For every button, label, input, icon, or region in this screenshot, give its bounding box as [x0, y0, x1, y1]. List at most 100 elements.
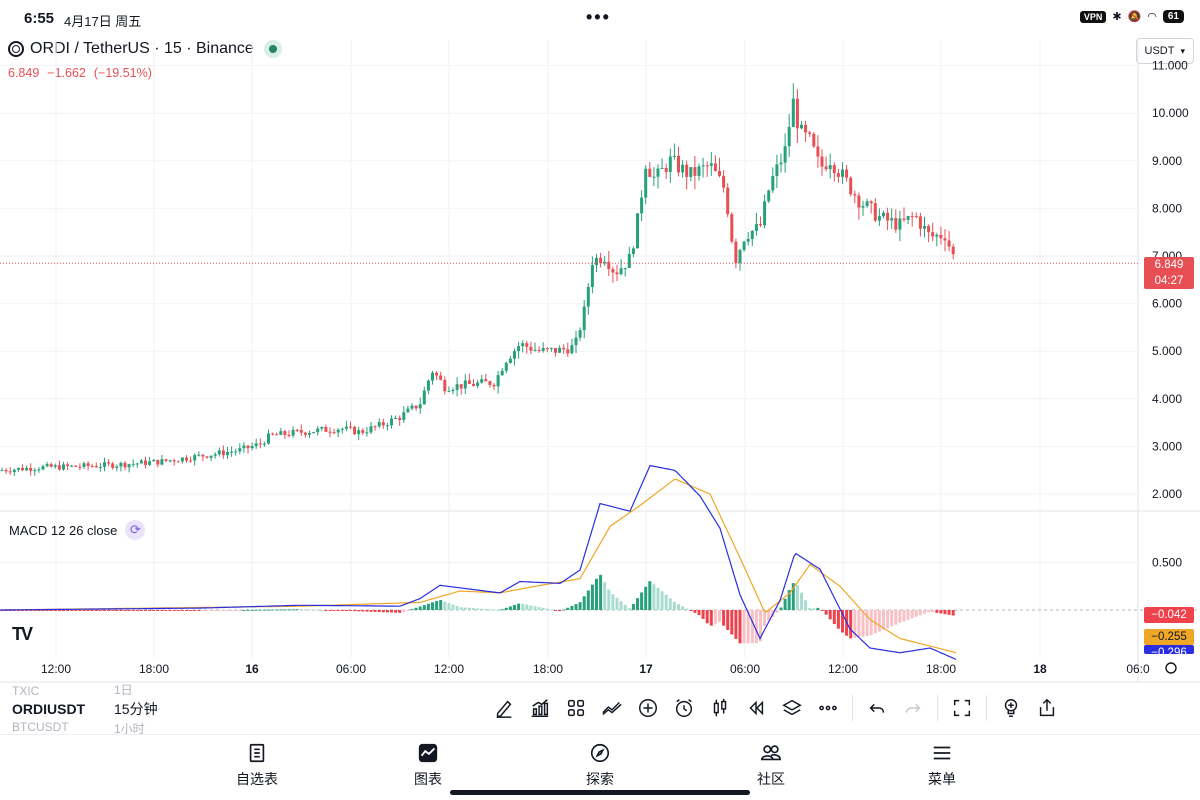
candle-body [578, 330, 582, 338]
macd-hist-bar [221, 610, 225, 611]
currency-label: USDT [1144, 45, 1175, 57]
macd-hist-bar [422, 605, 426, 610]
candle-body [857, 195, 861, 208]
symbol-title[interactable]: ORDI / TetherUS · 15 · Binance [30, 40, 254, 57]
indicators-icon[interactable] [522, 692, 558, 724]
macd-hist-bar [693, 610, 697, 613]
candle-body [771, 176, 775, 191]
candle-body [570, 345, 574, 354]
vpn-badge: VPN [1079, 10, 1107, 23]
bottom-navigation: 自选表 图表 探索 社区 菜单 [0, 734, 1200, 800]
macd-histogram [0, 574, 955, 644]
macd-hist-bar [459, 607, 463, 610]
status-bar: 6:55 4月17日 周五 ••• VPN ✱ 🔕 ◠ 61 [0, 0, 1200, 36]
layout-grid-icon[interactable] [558, 692, 594, 724]
nav-chart[interactable]: 图表 [388, 741, 468, 789]
candle-body [131, 463, 135, 465]
macd-hist-bar [521, 603, 525, 610]
candle-body [627, 253, 631, 268]
candles-group [0, 83, 955, 476]
time-tick-label: 18:00 [139, 662, 169, 676]
candle-body [750, 230, 754, 240]
candle-body [459, 384, 463, 389]
macd-hist-bar [681, 606, 685, 610]
candle-body [951, 246, 955, 255]
candle-body [455, 384, 459, 390]
macd-hist-bar [472, 608, 475, 610]
candle-body [361, 430, 365, 433]
candle-body [439, 375, 443, 380]
macd-hist-bar [344, 610, 348, 611]
macd-hist-bar [558, 610, 562, 612]
candle-body [25, 467, 29, 471]
add-icon[interactable] [630, 692, 666, 724]
nav-explore[interactable]: 探索 [560, 741, 640, 789]
macd-hist-bar [111, 610, 115, 611]
candle-body [78, 466, 82, 468]
candle-body [533, 349, 537, 351]
macd-hist-bar [205, 610, 209, 611]
redo-icon[interactable] [895, 692, 931, 724]
candle-body [590, 265, 594, 288]
macd-hist-bar [697, 610, 701, 616]
refresh-icon[interactable]: ⟳ [125, 520, 146, 540]
candle-body [537, 349, 541, 351]
more-icon[interactable] [810, 692, 846, 724]
macd-hist-bar [476, 608, 480, 610]
nav-menu[interactable]: 菜单 [902, 741, 982, 789]
idea-bulb-icon[interactable] [993, 692, 1029, 724]
macd-hist-bar [398, 610, 402, 613]
candle-body [488, 381, 492, 386]
undo-icon[interactable] [859, 692, 895, 724]
macd-hist-bar [357, 610, 361, 612]
candle-body [86, 463, 90, 467]
time-tick-label: 17 [639, 662, 653, 676]
macd-hist-bar [242, 609, 246, 611]
watchlist-item[interactable]: BTCUSDT 1小时 [12, 720, 158, 734]
macd-hist-bar [910, 610, 914, 619]
macd-legend[interactable]: MACD 12 26 close ⟳ [9, 520, 146, 540]
settings-gear-icon[interactable] [1165, 662, 1177, 674]
candle-body [644, 168, 648, 198]
watch-interval: 1日 [114, 684, 133, 697]
price-tick-label: 10.000 [1152, 106, 1189, 120]
watchlist-item-selected[interactable]: ORDIUSDT 15分钟 [12, 698, 158, 720]
macd-title: MACD 12 26 close [9, 522, 118, 538]
nav-community[interactable]: 社区 [731, 741, 811, 789]
price-chart[interactable]: 11.00010.0009.0008.0007.0006.0005.0004.0… [0, 0, 1200, 684]
candle-body [66, 464, 70, 467]
alert-clock-icon[interactable] [666, 692, 702, 724]
candle-body [107, 462, 111, 464]
candle-body [906, 216, 910, 220]
layers-icon[interactable] [774, 692, 810, 724]
share-icon[interactable] [1029, 692, 1065, 724]
candle-body [603, 261, 607, 264]
macd-hist-bar [923, 610, 926, 614]
macd-hist-bar [484, 608, 488, 610]
candle-body [70, 465, 74, 467]
watchlist-item[interactable]: TXIC 1日 [12, 684, 158, 698]
candle-body [484, 379, 488, 382]
status-icons: VPN ✱ 🔕 ◠ 61 [1079, 10, 1184, 23]
quote-row: 6.849 −1.662 (−19.51%) [8, 66, 152, 80]
candle-body [197, 454, 201, 456]
macd-hist-bar [156, 610, 160, 611]
nav-watchlist[interactable]: 自选表 [217, 741, 297, 789]
fullscreen-icon[interactable] [944, 692, 980, 724]
macd-hist-bar [435, 600, 439, 610]
window-dots-icon[interactable]: ••• [586, 7, 611, 27]
candle-type-icon[interactable] [702, 692, 738, 724]
watchlist-picker[interactable]: TXIC 1日 ORDIUSDT 15分钟 BTCUSDT 1小时 [12, 684, 158, 734]
macd-hist-bar [373, 610, 377, 612]
macd-hist-bar [566, 607, 570, 610]
macd-hist-bar [861, 610, 865, 637]
candle-body [16, 467, 20, 470]
symbol-header[interactable]: ORDI / TetherUS · 15 · Binance [8, 40, 282, 58]
candle-body [791, 98, 795, 127]
replay-icon[interactable] [738, 692, 774, 724]
draw-pencil-icon[interactable] [486, 692, 522, 724]
macd-hist-bar [168, 610, 172, 611]
macd-hist-bar [894, 610, 898, 625]
compare-icon[interactable] [594, 692, 630, 724]
currency-selector[interactable]: USDT ▾ [1135, 38, 1194, 64]
